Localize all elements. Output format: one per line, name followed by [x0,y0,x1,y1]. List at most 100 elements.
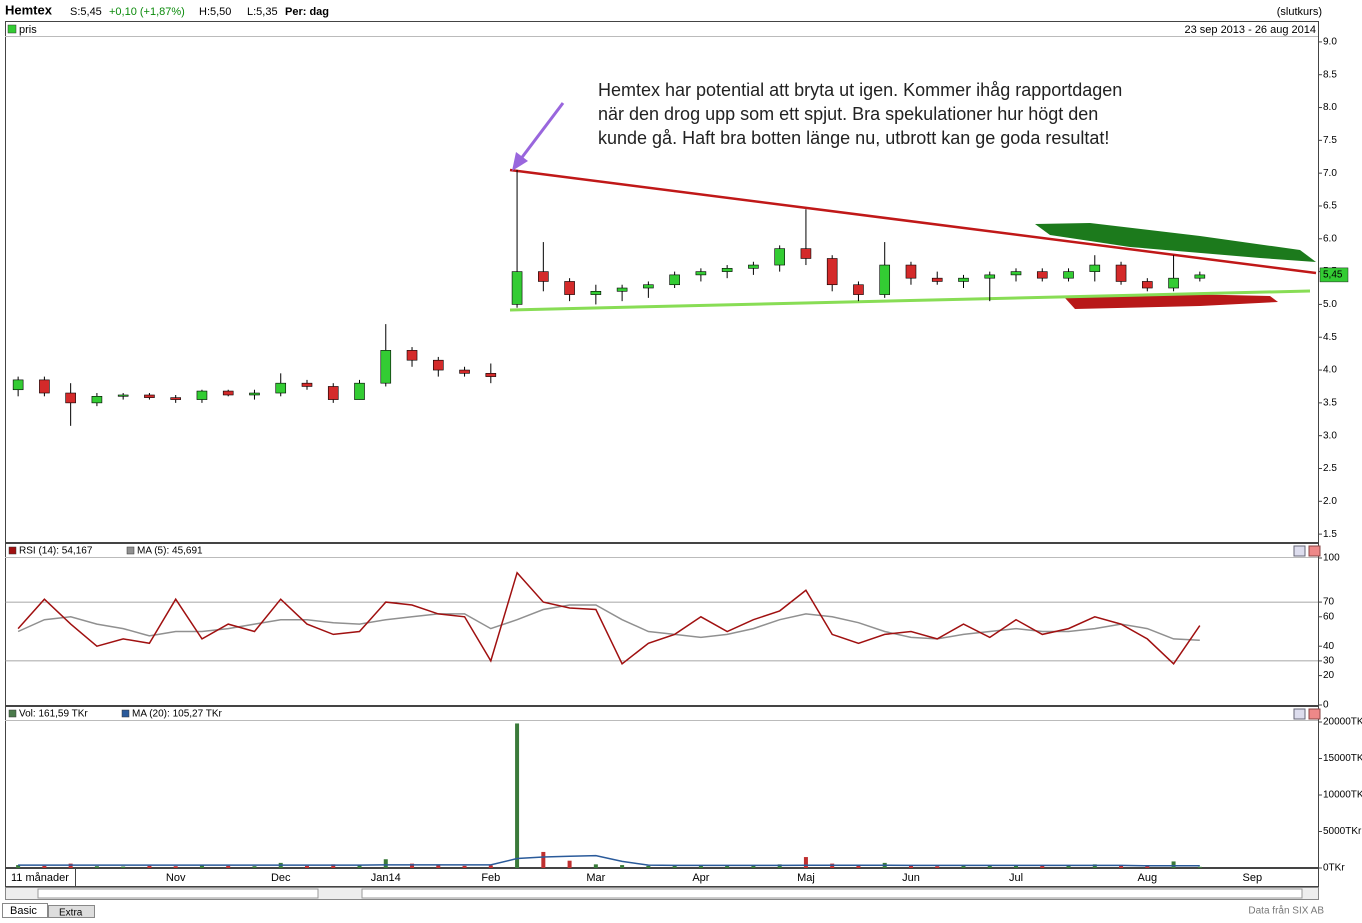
volume-bar [672,865,677,868]
x-tick-label: Jul [1009,872,1023,884]
candle-body [406,350,418,361]
candle-body [669,274,680,286]
close-icon[interactable] [1308,708,1321,720]
volume-bar [987,865,992,868]
volume-bar [1092,864,1097,868]
legend-swatch [121,709,130,718]
volume-bar [646,865,651,868]
legend-swatch [8,709,17,718]
candle-body [459,369,470,374]
volume-bar [935,866,940,868]
volume-bar [593,864,598,868]
y-tick-label: 20000TKr [1323,717,1362,728]
y-tick-label: 7.0 [1323,168,1337,179]
volume-bar [94,866,99,868]
candle-body [1194,274,1206,279]
volume-bar [961,865,966,868]
x-tick-label: Aug [1138,872,1158,884]
last-price: S:5,45 [70,6,102,18]
candle-body [695,271,707,276]
y-tick-label: 8.0 [1323,102,1337,113]
candle-body [564,281,575,295]
settings-icon[interactable] [1293,708,1306,720]
candle-body [905,264,917,279]
y-tick-label: 30 [1323,656,1335,667]
scroll-thumb[interactable] [37,888,319,899]
y-tick-label: 3.5 [1323,398,1337,409]
volume-bar [16,865,21,868]
volume-bar [1197,866,1202,868]
volume-bar [856,865,861,868]
time-axis [5,868,1319,887]
day-low: L:5,35 [247,6,278,18]
candle-body [643,284,654,289]
candle-body [590,290,602,295]
support-line [509,289,1311,312]
settings-icon[interactable] [1293,545,1306,557]
y-tick-label: 0 [1323,700,1329,711]
y-tick-label: 0TKr [1323,863,1345,874]
volume-bar [751,865,756,868]
candle-body [327,386,339,400]
x-tick-label: Apr [692,872,709,884]
candle-body [958,277,969,282]
volume-bar [1040,865,1045,868]
volume-bar [488,865,493,868]
candle-body [1089,264,1101,272]
y-tick-label: 20 [1323,670,1335,681]
period: Per: dag [285,6,329,18]
volume-bar [121,866,126,868]
range-label: 11 månader [11,872,69,884]
candle-body [249,392,260,396]
candle-body [1168,277,1179,289]
x-tick-label: Jan14 [371,872,401,884]
green-zone [1035,223,1316,262]
indicator-line [17,604,1200,642]
volume-bar [620,865,625,868]
candle-body [65,392,76,404]
x-tick-label: Mar [586,872,605,884]
x-tick-label: Nov [166,872,186,884]
close-icon[interactable] [1308,545,1321,557]
candle-body [826,258,838,286]
volume-bar [331,864,336,868]
candle-body [800,248,812,259]
x-tick-label: Maj [797,872,815,884]
y-tick-label: 60 [1323,611,1335,622]
volume-bar [383,859,388,868]
candle-body [774,248,785,266]
volume-bar [1066,865,1071,868]
volume-ma-line [18,854,1200,867]
legend-label: RSI (14): 54,167 [19,546,93,557]
volume-bar [199,865,204,868]
panel-icons[interactable] [1293,545,1321,720]
legend-swatch [8,546,17,555]
candle-body [12,379,24,391]
y-tick-label: 5.0 [1323,299,1337,310]
candle-body [144,394,155,398]
candle-body [879,264,891,295]
volume-bar [436,865,441,868]
volume-bar [226,865,231,868]
candle-body [170,397,181,400]
indicator-line [17,571,1201,665]
volume-bar [1171,861,1176,868]
arrow-head [512,152,528,171]
candle-body [301,382,313,387]
legend-swatch [126,546,135,555]
volume-bar [803,857,808,868]
candle-body [931,277,943,282]
rsi-panel [5,543,1319,706]
y-tick-label: 9.0 [1323,37,1337,48]
volume-panel [5,706,1319,868]
y-tick-label: 1.5 [1323,529,1337,540]
y-tick-label: 5000TKr [1323,826,1362,837]
volume-bar [541,851,546,868]
x-tick-label: Dec [271,872,291,884]
date-range: 23 sep 2013 - 26 aug 2014 [1184,24,1316,36]
candle-body [1063,271,1074,279]
volume-bar [1145,865,1150,868]
range-box[interactable] [5,868,76,887]
scroll-thumb[interactable] [361,888,1303,899]
